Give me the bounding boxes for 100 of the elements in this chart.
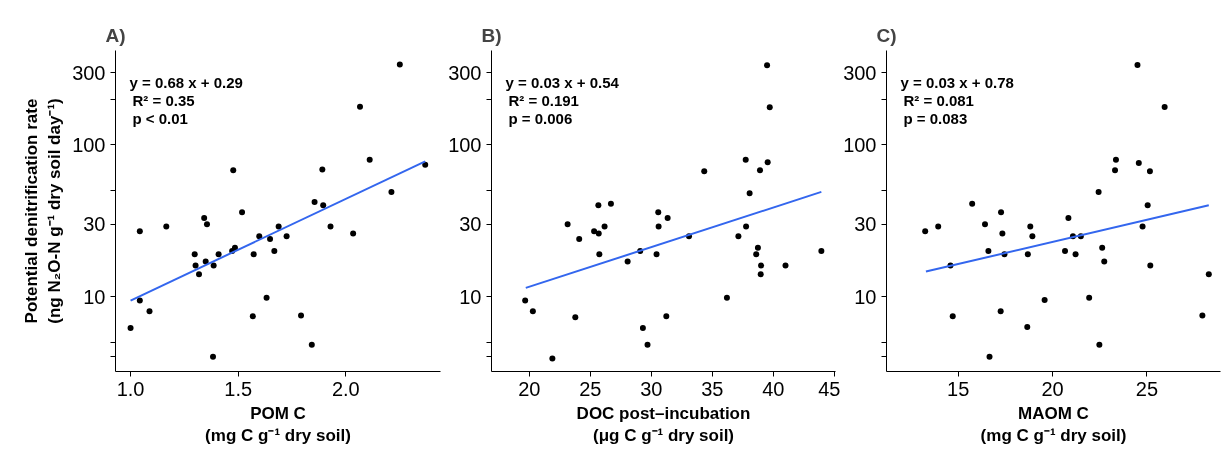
point bbox=[753, 251, 760, 258]
point bbox=[949, 313, 956, 320]
point bbox=[196, 271, 203, 278]
point bbox=[1199, 312, 1206, 319]
point bbox=[1062, 247, 1069, 254]
x-tick-label: 20 bbox=[518, 377, 541, 400]
point bbox=[986, 353, 993, 360]
point bbox=[743, 223, 750, 230]
point bbox=[935, 223, 942, 230]
point bbox=[549, 355, 556, 362]
y-tick-label: 30 bbox=[854, 213, 877, 236]
point bbox=[215, 251, 222, 258]
point bbox=[529, 308, 536, 315]
point bbox=[985, 247, 992, 254]
point bbox=[210, 353, 216, 360]
chart-title: C) bbox=[876, 24, 897, 46]
annotation: R² = 0.35 bbox=[132, 91, 195, 109]
point bbox=[591, 228, 598, 235]
point bbox=[327, 223, 334, 230]
x-axis-title: DOC post–incubation (μg C g⁻¹ dry soil) bbox=[576, 403, 751, 446]
point bbox=[595, 230, 602, 237]
x-tick-label: 35 bbox=[701, 377, 724, 400]
point bbox=[701, 168, 708, 175]
point bbox=[998, 209, 1005, 216]
point bbox=[522, 297, 529, 304]
point bbox=[320, 202, 327, 209]
x-tick-label: 1.5 bbox=[224, 377, 253, 400]
point bbox=[596, 251, 603, 258]
point bbox=[723, 294, 730, 301]
x-axis-title: POM C (mg C g⁻¹ dry soil) bbox=[205, 403, 351, 446]
point bbox=[210, 262, 217, 269]
point bbox=[1146, 168, 1153, 175]
point bbox=[595, 202, 602, 209]
point bbox=[735, 233, 742, 240]
point bbox=[818, 247, 825, 254]
point bbox=[766, 104, 773, 111]
point bbox=[271, 247, 278, 254]
annotation: p = 0.083 bbox=[903, 109, 968, 127]
x-tick-label: 30 bbox=[640, 377, 663, 400]
x-tick-label: 20 bbox=[1041, 377, 1064, 400]
point bbox=[754, 244, 761, 251]
y-tick-label: 10 bbox=[854, 285, 877, 308]
point bbox=[655, 209, 662, 216]
point bbox=[782, 262, 789, 269]
point bbox=[1139, 223, 1146, 230]
point bbox=[764, 159, 771, 166]
annotation: y = 0.03 x + 0.54 bbox=[505, 73, 620, 91]
point bbox=[1161, 104, 1168, 110]
point bbox=[1086, 294, 1093, 301]
chart-title: A) bbox=[105, 24, 126, 46]
point bbox=[422, 161, 429, 168]
point bbox=[624, 258, 631, 265]
point bbox=[764, 62, 771, 69]
point bbox=[230, 167, 237, 174]
point bbox=[319, 166, 326, 173]
point bbox=[136, 297, 143, 304]
point bbox=[250, 251, 257, 258]
point bbox=[922, 228, 929, 235]
point bbox=[1134, 62, 1141, 68]
point bbox=[1024, 323, 1031, 330]
point bbox=[746, 190, 753, 197]
point bbox=[664, 214, 671, 221]
point bbox=[997, 308, 1004, 315]
point bbox=[564, 221, 571, 228]
x-tick-label: 15 bbox=[947, 377, 970, 400]
point bbox=[311, 199, 318, 206]
point bbox=[308, 341, 315, 348]
point bbox=[366, 156, 373, 163]
y-tick-label: 300 bbox=[72, 61, 106, 84]
y-tick-label: 30 bbox=[459, 213, 482, 236]
point bbox=[357, 103, 363, 110]
y-tick-label: 300 bbox=[843, 61, 877, 84]
y-tick-label: 10 bbox=[83, 285, 106, 308]
point bbox=[146, 308, 153, 315]
point bbox=[1072, 251, 1079, 258]
point bbox=[1135, 160, 1142, 167]
point bbox=[663, 313, 670, 320]
point bbox=[1041, 296, 1048, 303]
point bbox=[275, 223, 282, 230]
annotation: R² = 0.081 bbox=[903, 91, 974, 109]
point bbox=[1112, 156, 1119, 163]
x-tick-label: 45 bbox=[818, 377, 841, 400]
y-tick-label: 100 bbox=[72, 133, 106, 156]
point bbox=[1112, 167, 1119, 174]
point bbox=[1205, 271, 1212, 278]
point bbox=[163, 223, 170, 230]
point bbox=[263, 294, 270, 301]
point bbox=[201, 214, 208, 221]
y-tick-label: 100 bbox=[843, 133, 877, 156]
point bbox=[601, 223, 608, 230]
point bbox=[1029, 233, 1036, 240]
point bbox=[127, 324, 134, 331]
x-tick-label: 25 bbox=[579, 377, 602, 400]
x-tick-label: 2.0 bbox=[331, 377, 360, 400]
annotation: R² = 0.191 bbox=[508, 91, 579, 109]
point bbox=[283, 233, 290, 240]
annotation: p = 0.006 bbox=[508, 109, 573, 127]
point bbox=[742, 156, 749, 163]
point bbox=[191, 251, 198, 258]
point bbox=[607, 200, 614, 207]
